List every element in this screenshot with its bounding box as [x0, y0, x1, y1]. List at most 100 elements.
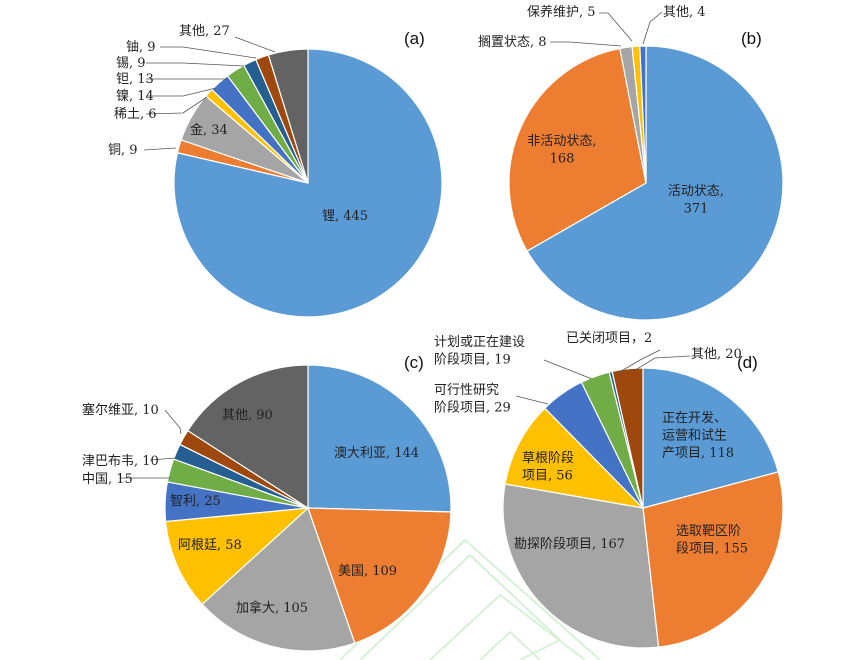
pie-0-label-4: 镍, 14 — [116, 89, 154, 104]
pie-1-label-4: 其他, 4 — [663, 5, 706, 20]
pie-1-label-4-line-0: 其他, 4 — [663, 5, 706, 20]
pie-3-label-0-line-0: 正在开发、 — [662, 410, 727, 426]
pie-0-label-5: 钽, 13 — [116, 72, 154, 87]
pie-1-slice-0 — [526, 45, 784, 321]
pie-2-slice-8 — [186, 364, 309, 510]
pie-3-label-4: 可行性研究阶段项目, 29 — [434, 383, 511, 416]
pie-3-label-7: 其他, 20 — [691, 347, 742, 362]
pie-2-label-5: 中国, 15 — [82, 472, 133, 487]
pie-2-label-0: 澳大利亚, 144 — [334, 445, 419, 461]
pie-3-label-5-line-1: 阶段项目, 19 — [434, 353, 511, 368]
pie-slices — [164, 45, 784, 652]
pie-2-label-8: 其他, 90 — [222, 408, 273, 423]
pie-3-leader-6 — [617, 349, 661, 374]
pie-0-label-0: 锂, 445 — [322, 209, 368, 224]
pie-0-leader-3 — [145, 96, 208, 115]
pie-2-label-7-line-0: 塞尔维亚, 10 — [82, 402, 159, 418]
pie-1-label-3: 保养维护, 5 — [527, 4, 596, 20]
pie-2-label-4-line-0: 智利, 25 — [170, 494, 221, 509]
pie-2-label-1-line-0: 美国, 109 — [338, 564, 397, 579]
pie-0-label-6: 锡, 9 — [116, 56, 146, 71]
pie-0-label-6-line-0: 锡, 9 — [116, 56, 146, 71]
pie-2-label-1: 美国, 109 — [338, 564, 397, 579]
pie-2-label-3-line-0: 阿根廷, 58 — [178, 538, 242, 553]
pie-3-label-3: 草根阶段项目, 56 — [522, 451, 574, 484]
pie-3-slice-3 — [504, 407, 645, 509]
pie-0-leader-4 — [146, 87, 217, 97]
pie-3-label-5: 计划或正在建设阶段项目, 19 — [434, 335, 525, 368]
pie-1-label-0-line-1: 371 — [684, 202, 709, 217]
pie-3-slice-1 — [642, 471, 784, 648]
pie-0-label-3: 稀土, 6 — [114, 107, 157, 122]
pie-3-slice-0 — [642, 367, 779, 509]
pie-3-label-5-line-0: 计划或正在建设 — [434, 335, 525, 350]
pie-2-label-5-line-0: 中国, 15 — [82, 472, 133, 487]
pie-3-label-3-line-0: 草根阶段 — [522, 451, 574, 466]
pie-2-label-6: 津巴布韦, 10 — [82, 454, 159, 469]
pie-3-label-3-line-1: 项目, 56 — [522, 469, 573, 484]
pie-1-label-2: 搁置状态, 8 — [478, 35, 547, 50]
pie-3-label-6: 已关闭项目，2 — [566, 331, 652, 346]
pie-0-label-2: 金, 34 — [190, 122, 228, 138]
pie-0-label-8-line-0: 其他, 27 — [179, 24, 230, 39]
pie-1-leader-3 — [599, 12, 633, 42]
pie-2-label-7: 塞尔维亚, 10 — [82, 402, 159, 418]
slice-labels: 锂, 445 铜, 9 金, 34 稀土, 6 镍, 14 钽, 13锡, 9铀, 9 其他… — [82, 4, 748, 616]
pie-0-label-0-line-0: 锂, 445 — [322, 209, 368, 224]
pie-0-leader-6 — [146, 62, 245, 67]
pie-2-label-8-line-0: 其他, 90 — [222, 408, 273, 423]
pie-3-label-2: 勘探阶段项目, 167 — [514, 537, 625, 552]
panel-label-d: (d) — [737, 353, 758, 372]
pie-0-leader-7 — [160, 46, 257, 59]
pie-1-leader-4 — [642, 11, 663, 45]
pie-2-label-2: 加拿大, 105 — [236, 600, 308, 616]
leader-lines — [120, 11, 691, 479]
pie-0-label-5-line-0: 钽, 13 — [116, 72, 154, 87]
pie-3-label-0-line-1: 运营和试生 — [662, 429, 727, 444]
pie-3-label-2-line-0: 勘探阶段项目, 167 — [514, 537, 625, 552]
pie-1-leader-2 — [550, 41, 622, 47]
pie-0-label-7-line-0: 铀, 9 — [126, 40, 156, 55]
pie-3-label-1-line-1: 段项目, 155 — [676, 542, 748, 557]
pie-2-slice-2 — [201, 506, 356, 652]
pie-3-leader-5 — [543, 359, 593, 380]
panel-label-b: (b) — [741, 29, 762, 48]
pie-2-label-0-line-0: 澳大利亚, 144 — [334, 445, 419, 461]
pie-3-label-0-line-2: 产项目, 118 — [662, 446, 734, 461]
pie-3-label-6-line-0: 已关闭项目，2 — [566, 331, 652, 346]
pie-3-slice-2 — [502, 483, 660, 649]
pie-3-label-1: 选取靶区阶段项目, 155 — [676, 524, 748, 557]
panel-label-c: (c) — [404, 353, 424, 372]
pie-3-label-7-line-0: 其他, 20 — [691, 347, 742, 362]
pie-1-label-1-line-1: 168 — [550, 152, 575, 167]
pie-2-label-2-line-0: 加拿大, 105 — [236, 600, 308, 616]
pie-1-label-2-line-0: 搁置状态, 8 — [478, 35, 547, 50]
pie-3-label-4-line-0: 可行性研究 — [434, 383, 499, 398]
pie-2-leader-7 — [164, 409, 182, 435]
pie-3-slice-7 — [611, 367, 644, 509]
pie-1-slice-4 — [639, 45, 647, 184]
pie-3-label-4-line-1: 阶段项目, 29 — [434, 401, 511, 416]
pie-1-label-0-line-0: 活动状态, — [668, 184, 724, 199]
pie-0-slice-8 — [267, 48, 309, 184]
pie-0-label-2-line-0: 金, 34 — [190, 122, 228, 138]
pie-3-label-1-line-0: 选取靶区阶 — [676, 524, 741, 539]
pie-1-slice-1 — [508, 47, 647, 252]
pie-0-leader-1 — [143, 147, 177, 151]
pie-1-label-1-line-0: 非活动状态, — [527, 134, 596, 149]
pie-0-label-1: 铜, 9 — [108, 143, 138, 158]
pie-1-label-1: 非活动状态, 168 — [527, 134, 596, 167]
pie-2-slice-0 — [307, 364, 452, 513]
pie-0-label-7: 铀, 9 — [126, 40, 156, 55]
panel-label-a: (a) — [404, 29, 425, 48]
pie-0-leader-8 — [234, 36, 276, 53]
pie-2-label-6-line-0: 津巴布韦, 10 — [82, 454, 159, 469]
pie-1-label-3-line-0: 保养维护, 5 — [527, 4, 596, 20]
pie-2-label-3: 阿根廷, 58 — [178, 538, 242, 553]
pie-1-label-0: 活动状态, 371 — [668, 184, 724, 217]
pie-3-leader-4 — [515, 395, 549, 405]
pie-2-slice-1 — [307, 507, 452, 644]
pie-0-label-4-line-0: 镍, 14 — [116, 89, 154, 104]
pie-2-slice-3 — [164, 507, 310, 606]
